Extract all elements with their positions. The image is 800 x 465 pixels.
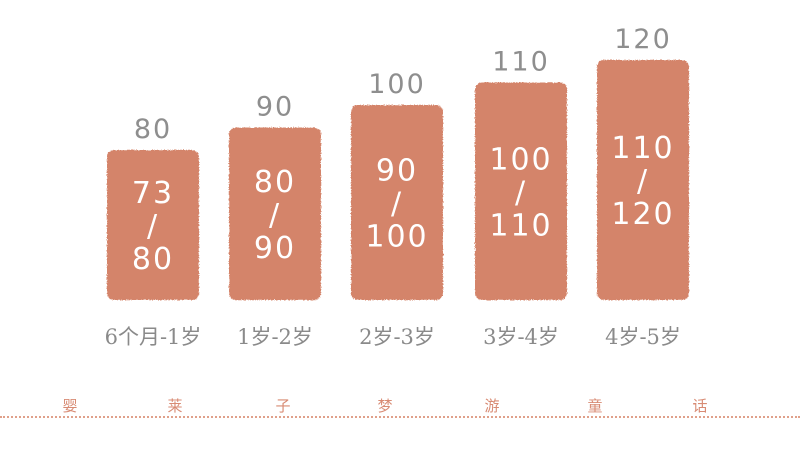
footer-char-7: 话: [692, 397, 708, 415]
footer-char-2: 莱: [167, 397, 183, 415]
footer-char-6: 童: [587, 397, 603, 415]
footer-char-4: 梦: [377, 397, 393, 415]
bar-4-inner-label-3: 110: [489, 208, 552, 243]
category-label-2: 1岁-2岁: [237, 325, 313, 349]
category-label-5: 4岁-5岁: [605, 325, 681, 349]
bar-2-inner-label-2: /: [269, 198, 281, 233]
bar-5-inner-label-3: 120: [611, 197, 674, 232]
bar-5-inner-label-2: /: [637, 164, 649, 199]
bar-1: [107, 150, 199, 300]
bar-1-inner-label-2: /: [147, 209, 159, 244]
bar-3: [351, 105, 443, 300]
bar-4-inner-label-1: 100: [489, 142, 552, 177]
bar-2-inner-label-3: 90: [254, 231, 296, 266]
brand-footer: 婴莱子梦游童话: [0, 395, 800, 425]
bar-5-inner-label-1: 110: [611, 131, 674, 166]
bar-2-inner-label-1: 80: [254, 165, 296, 200]
bar-3-inner-label-3: 100: [365, 220, 428, 255]
footer-char-3: 子: [275, 397, 291, 415]
value-label-2: 90: [256, 92, 294, 123]
category-label-3: 2岁-3岁: [359, 325, 435, 349]
value-label-4: 110: [492, 47, 550, 78]
bar-4-inner-label-2: /: [515, 175, 527, 210]
footer-char-5: 游: [484, 397, 500, 415]
bar-5: [597, 60, 689, 300]
bar-1-inner-label-3: 80: [132, 242, 174, 277]
bar-3-inner-label-1: 90: [376, 154, 418, 189]
footer-char-1: 婴: [62, 397, 78, 415]
bar-1-inner-label-1: 73: [132, 176, 174, 211]
value-label-1: 80: [134, 114, 172, 145]
bar-2: [229, 127, 321, 300]
value-label-3: 100: [368, 69, 426, 100]
bar-3-inner-label-2: /: [391, 187, 403, 222]
category-label-4: 3岁-4岁: [483, 325, 559, 349]
category-label-1: 6个月-1岁: [105, 325, 202, 349]
bar-4: [475, 82, 567, 300]
dotted-divider: [0, 416, 800, 418]
value-label-5: 120: [614, 24, 672, 55]
